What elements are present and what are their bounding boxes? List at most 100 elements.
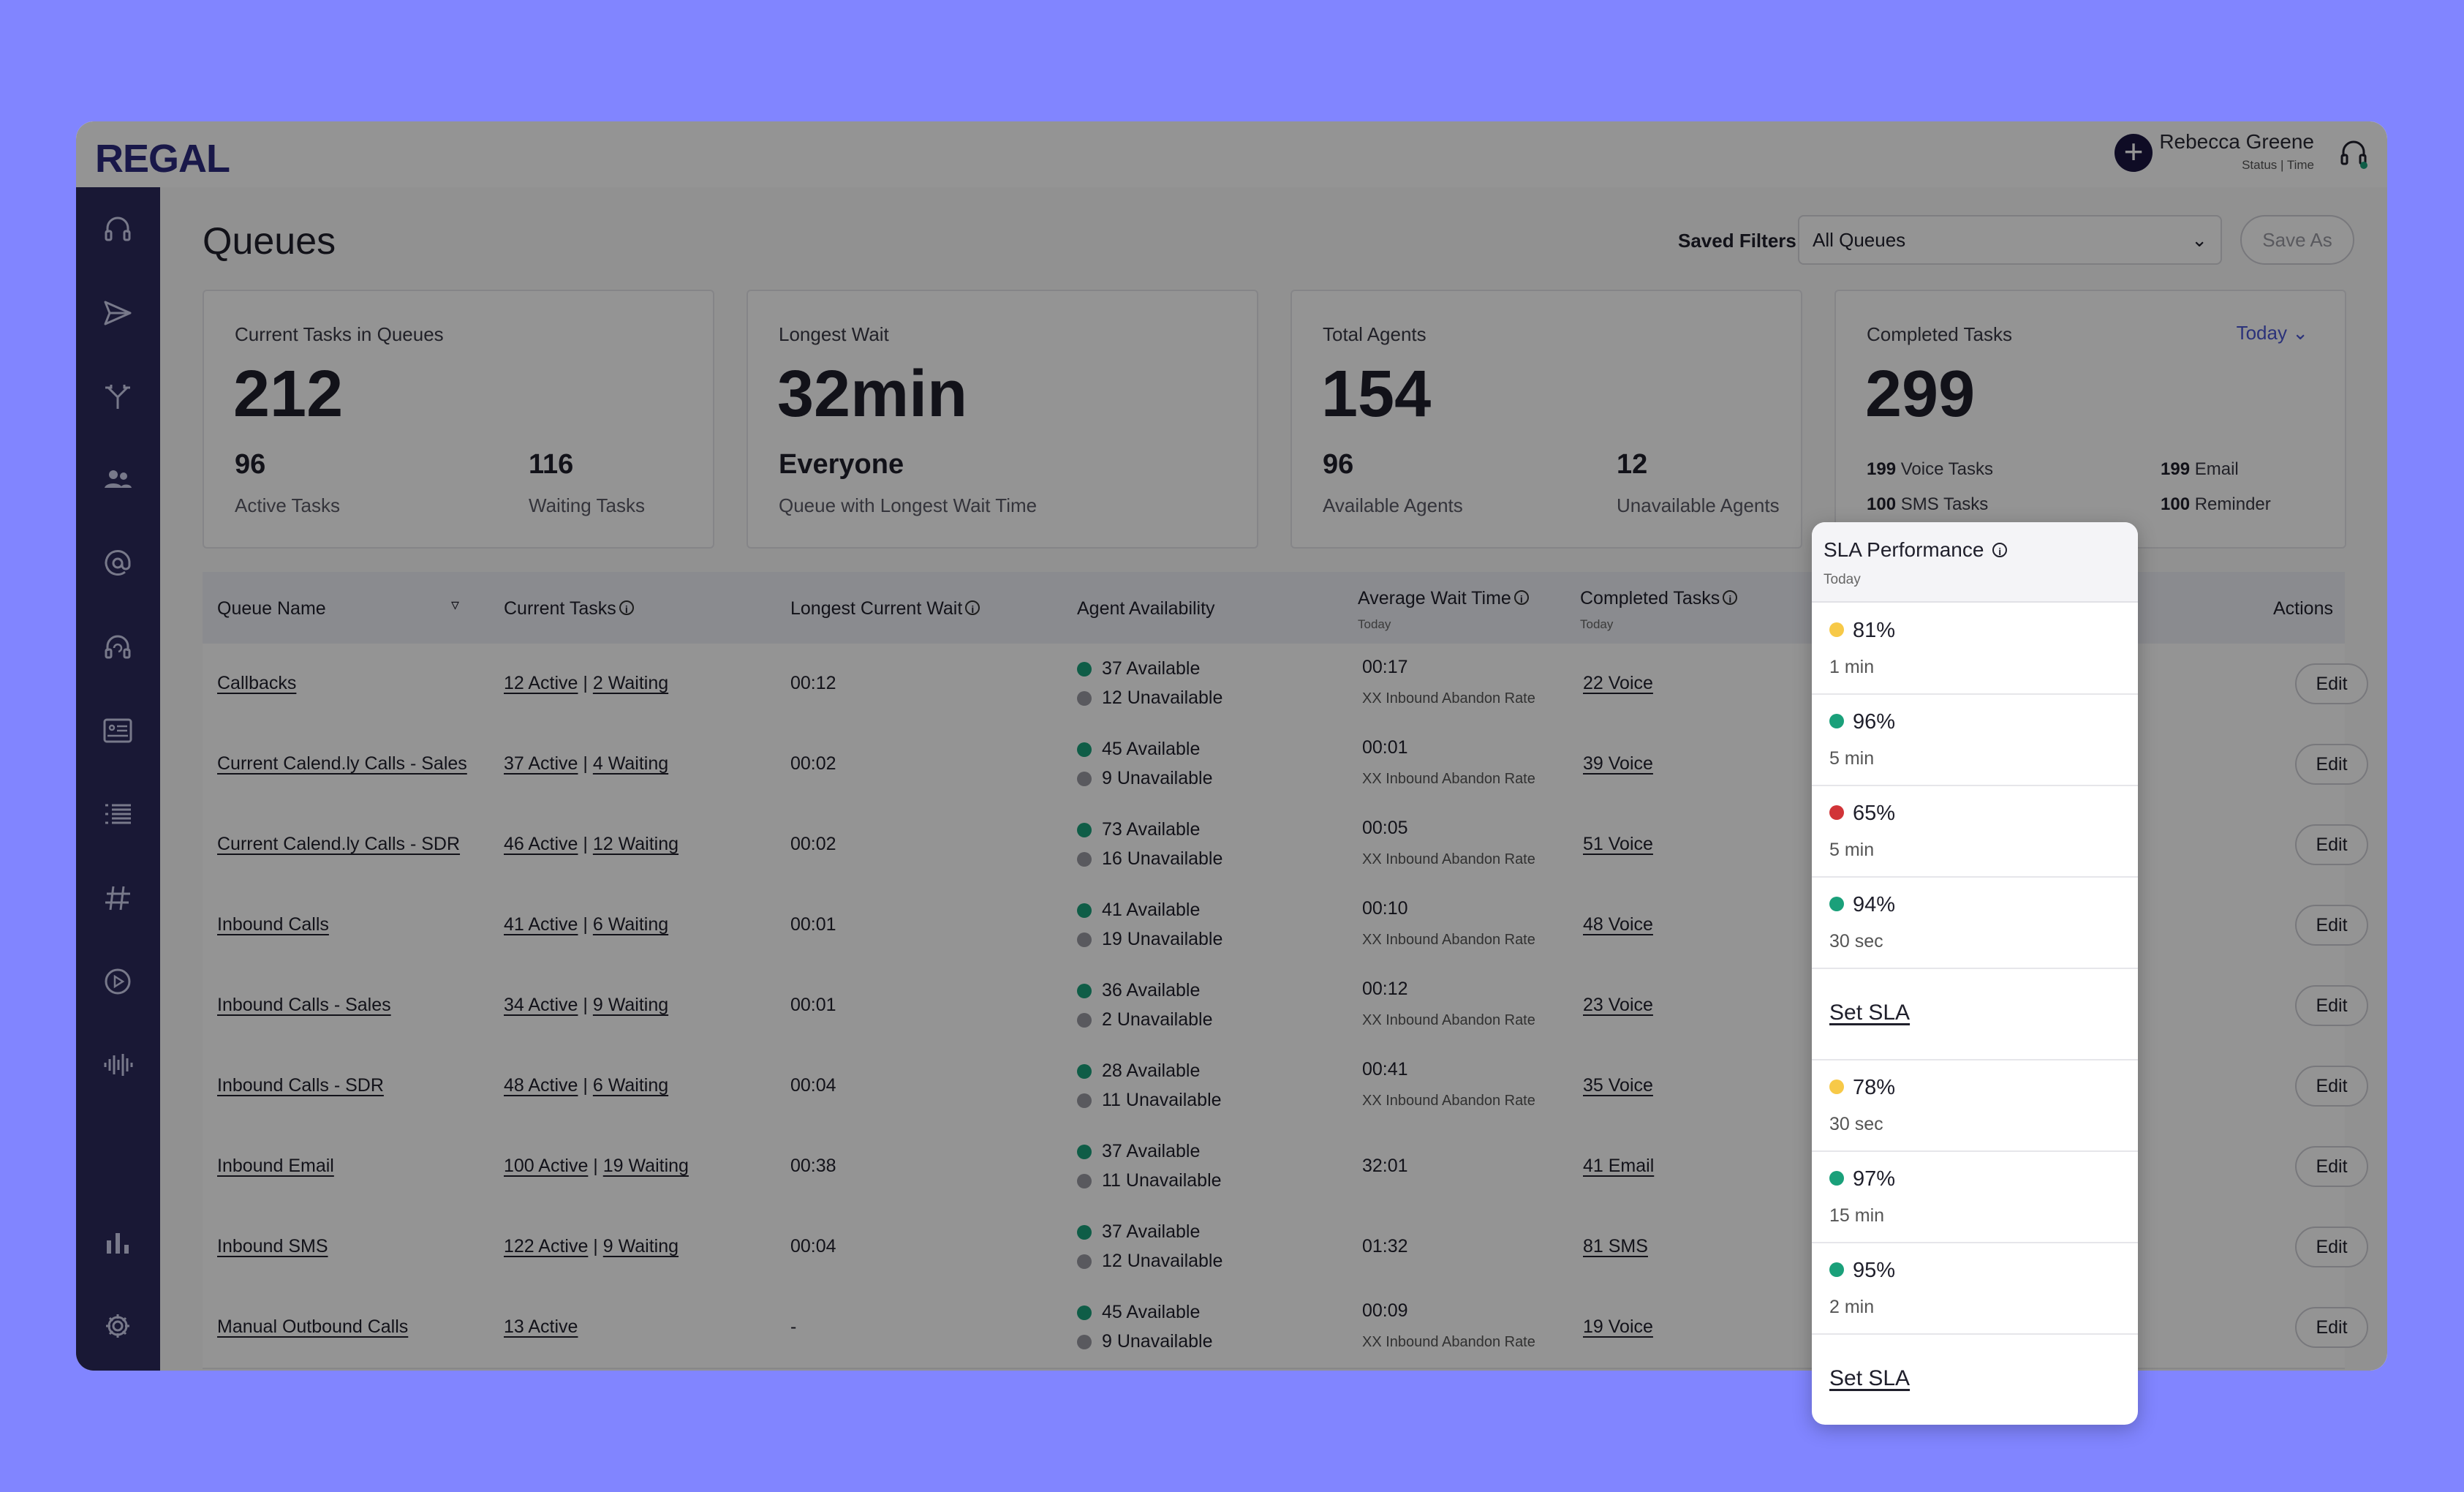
col-queue-name[interactable]: Queue Name [217,598,326,619]
abandon-rate: XX Inbound Abandon Rate [1362,1093,1535,1109]
col-avg-wait[interactable]: Average Wait Time i [1358,588,1529,609]
list-icon[interactable] [99,796,136,832]
queue-name-link[interactable]: Inbound Calls - SDR [217,1075,384,1096]
queue-name-link[interactable]: Manual Outbound Calls [217,1316,409,1337]
waiting-tasks-link[interactable]: 6 Waiting [592,1075,669,1096]
save-as-button[interactable]: Save As [2240,215,2354,265]
headset-icon[interactable] [99,211,136,247]
edit-button[interactable]: Edit [2295,985,2368,1026]
completed-tasks-link[interactable]: 22 Voice [1583,673,1653,693]
info-icon[interactable]: i [619,600,634,615]
bar-chart-icon[interactable] [99,1224,136,1261]
info-icon[interactable]: i [1723,590,1738,605]
sla-popover-header: SLA Performance i Today [1812,522,2138,603]
completed-tasks-link[interactable]: 41 Email [1583,1156,1655,1176]
completed-tasks-link[interactable]: 23 Voice [1583,995,1653,1015]
user-name[interactable]: Rebecca Greene [2159,130,2314,153]
waiting-tasks-link[interactable]: 6 Waiting [592,914,669,935]
col-agent-availability[interactable]: Agent Availability [1077,598,1215,619]
filter-icon[interactable]: ▿ [451,595,460,614]
queue-name-link[interactable]: Inbound Email [217,1156,334,1176]
unavailable-agents: 9 Unavailable [1077,1331,1213,1352]
completed-tasks-link[interactable]: 48 Voice [1583,914,1653,935]
add-button[interactable]: + [2115,134,2153,172]
queue-name-link[interactable]: Current Calend.ly Calls - Sales [217,753,467,774]
saved-filters-select[interactable]: All Queues ⌄ [1798,215,2222,265]
edit-button[interactable]: Edit [2295,1227,2368,1267]
completed-tasks-link[interactable]: 19 Voice [1583,1316,1653,1337]
available-agents: 37 Available [1077,1141,1200,1162]
info-icon[interactable]: i [965,600,980,615]
queue-name-link[interactable]: Current Calend.ly Calls - SDR [217,834,461,854]
active-tasks-link[interactable]: 37 Active [504,753,578,774]
col-longest-wait[interactable]: Longest Current Wait i [790,598,980,619]
avg-wait-value: 00:41 [1362,1059,1408,1080]
active-tasks-link[interactable]: 122 Active [504,1236,589,1256]
queue-name-link[interactable]: Inbound Calls [217,914,329,935]
active-tasks-link[interactable]: 12 Active [504,673,578,693]
current-tasks-cell: 41 Active | 6 Waiting [504,914,669,935]
sla-threshold: 15 min [1829,1205,1885,1226]
card-value: 212 [233,358,344,431]
route-icon[interactable] [99,378,136,415]
waiting-tasks-link[interactable]: 2 Waiting [592,673,669,693]
edit-button[interactable]: Edit [2295,824,2368,865]
date-range-dropdown[interactable]: Today ⌄ [2237,322,2308,344]
active-tasks-link[interactable]: 34 Active [504,995,578,1015]
unavailable-status-icon [1077,772,1092,786]
regal-logo[interactable]: REGAL [95,137,230,181]
available-status-icon [1077,903,1092,918]
waiting-tasks-link[interactable]: 4 Waiting [592,753,669,774]
audio-wave-icon[interactable] [99,1047,136,1083]
available-agents: 73 Available [1077,819,1200,840]
edit-button[interactable]: Edit [2295,1146,2368,1187]
waiting-tasks-link[interactable]: 19 Waiting [602,1156,689,1176]
completed-tasks-link[interactable]: 39 Voice [1583,753,1653,774]
agent-headset-icon[interactable] [2338,137,2370,170]
total-agents-card: Total Agents 154 96 Available Agents 12 … [1290,290,1802,549]
hashtag-icon[interactable] [99,880,136,916]
set-sla-link[interactable]: Set SLA [1829,1001,1911,1025]
set-sla-link[interactable]: Set SLA [1829,1366,1911,1390]
abandon-rate: XX Inbound Abandon Rate [1362,1334,1535,1350]
active-tasks-link[interactable]: 41 Active [504,914,578,935]
waiting-tasks-link[interactable]: 12 Waiting [592,834,679,854]
gear-icon[interactable] [99,1308,136,1344]
abandon-rate: XX Inbound Abandon Rate [1362,771,1535,787]
active-tasks-link[interactable]: 48 Active [504,1075,578,1096]
info-icon[interactable]: i [1513,590,1529,605]
edit-button[interactable]: Edit [2295,1307,2368,1348]
edit-button[interactable]: Edit [2295,905,2368,946]
col-completed[interactable]: Completed Tasks i [1580,588,1738,609]
available-agents: 45 Available [1077,1302,1200,1323]
queue-name-link[interactable]: Callbacks [217,673,297,693]
edit-button[interactable]: Edit [2295,744,2368,785]
play-icon[interactable] [99,963,136,1000]
contact-card-icon[interactable] [99,712,136,749]
unavailable-status-icon [1077,932,1092,947]
waiting-tasks-link[interactable]: 9 Waiting [602,1236,679,1256]
avg-wait-value: 00:05 [1362,818,1408,838]
edit-button[interactable]: Edit [2295,663,2368,704]
sla-status-icon [1829,714,1844,728]
active-tasks-link[interactable]: 13 Active [504,1316,578,1337]
sla-status-icon [1829,1080,1844,1094]
active-tasks-link[interactable]: 100 Active [504,1156,589,1176]
edit-button[interactable]: Edit [2295,1066,2368,1107]
top-bar: REGAL + Rebecca Greene Status | Time [76,121,2387,187]
send-icon[interactable] [99,295,136,331]
at-sign-icon[interactable] [99,545,136,581]
col-current-tasks[interactable]: Current Tasks i [504,598,634,619]
current-tasks-cell: 48 Active | 6 Waiting [504,1075,669,1096]
completed-tasks-link[interactable]: 35 Voice [1583,1075,1653,1096]
waiting-tasks-link[interactable]: 9 Waiting [592,995,669,1015]
info-icon[interactable]: i [1992,543,2008,557]
longest-wait-value: 00:02 [790,753,836,774]
team-icon[interactable] [99,461,136,498]
queue-name-link[interactable]: Inbound SMS [217,1236,328,1256]
active-tasks-link[interactable]: 46 Active [504,834,578,854]
completed-tasks-link[interactable]: 81 SMS [1583,1236,1648,1256]
support-icon[interactable] [99,629,136,666]
queue-name-link[interactable]: Inbound Calls - Sales [217,995,391,1015]
completed-tasks-link[interactable]: 51 Voice [1583,834,1653,854]
